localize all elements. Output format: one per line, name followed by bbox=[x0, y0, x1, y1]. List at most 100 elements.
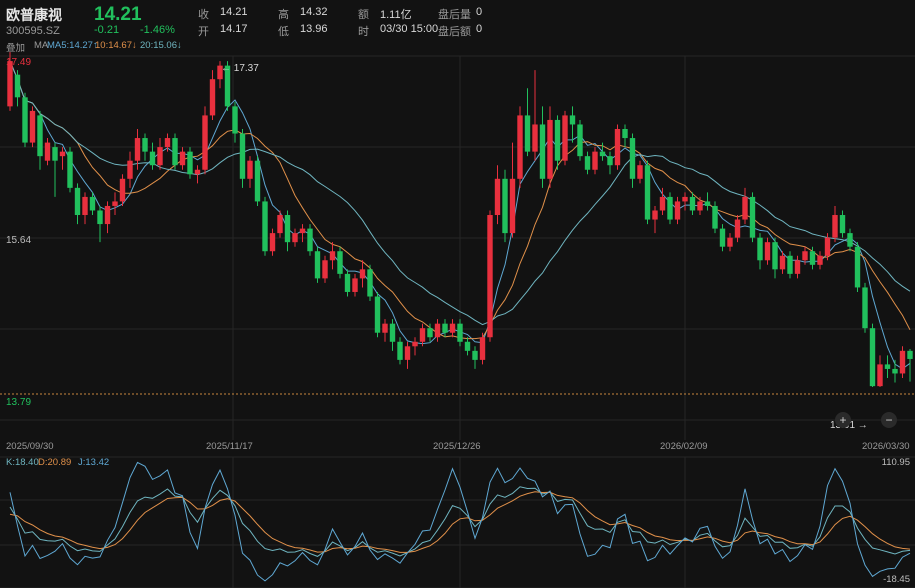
candle-body bbox=[134, 138, 141, 161]
kdj-k-legend: K:18.40 bbox=[6, 457, 39, 468]
candle bbox=[562, 110, 568, 166]
candle-body bbox=[644, 165, 651, 220]
overlay-button[interactable]: 叠加 bbox=[6, 43, 26, 54]
date-label: 2026/02/09 bbox=[660, 441, 708, 452]
candle-body bbox=[592, 151, 598, 170]
candle bbox=[472, 346, 478, 369]
kdj-axis-top: 110.95 bbox=[882, 457, 910, 468]
candle bbox=[547, 106, 553, 188]
candle-body bbox=[719, 228, 726, 247]
candle-body bbox=[562, 115, 568, 161]
kdj-d-legend: D:20.89 bbox=[38, 457, 71, 468]
candle-body bbox=[892, 368, 898, 374]
ma-label: MA bbox=[34, 40, 49, 51]
date-axis: 2025/09/30 2025/11/17 2025/12/26 2026/02/09… bbox=[6, 441, 910, 452]
candle-body bbox=[674, 201, 681, 220]
candle-body bbox=[337, 251, 343, 274]
candle bbox=[509, 142, 516, 238]
candle-body bbox=[502, 178, 508, 234]
candle bbox=[479, 332, 486, 365]
candle bbox=[539, 106, 546, 188]
candle bbox=[697, 196, 703, 216]
candle bbox=[149, 142, 156, 170]
candle bbox=[119, 174, 126, 206]
candle-body bbox=[727, 237, 733, 247]
candle-body bbox=[82, 196, 88, 216]
candle-body bbox=[374, 296, 381, 333]
candle-body bbox=[734, 219, 741, 238]
candle-body bbox=[749, 196, 756, 238]
candle-body bbox=[29, 110, 36, 143]
candle-body bbox=[194, 169, 201, 175]
candle bbox=[262, 196, 268, 256]
candle bbox=[712, 201, 718, 234]
candle-body bbox=[854, 246, 861, 288]
candle bbox=[59, 147, 66, 170]
candle bbox=[892, 359, 898, 383]
candle-body bbox=[202, 115, 208, 170]
candle bbox=[427, 323, 433, 342]
candle-body bbox=[637, 165, 643, 179]
candle bbox=[89, 192, 96, 216]
candle-body bbox=[667, 196, 673, 220]
candle bbox=[74, 183, 81, 225]
candle bbox=[247, 156, 253, 188]
candle-body bbox=[494, 178, 501, 216]
candle bbox=[412, 337, 418, 356]
candle-body bbox=[389, 323, 396, 342]
candle-body bbox=[247, 160, 253, 179]
candle-body bbox=[899, 350, 906, 374]
candle-body bbox=[74, 187, 81, 216]
price-axis-mid: 15.64 bbox=[6, 235, 31, 246]
candle bbox=[809, 246, 816, 270]
candle-body bbox=[179, 151, 186, 166]
high-marker: ← 17.37 bbox=[221, 63, 259, 74]
candle bbox=[37, 110, 43, 170]
candle bbox=[907, 349, 913, 382]
candle bbox=[577, 119, 583, 161]
candle bbox=[592, 147, 598, 175]
candle bbox=[44, 138, 51, 166]
zoom-in-button[interactable]: + bbox=[835, 412, 851, 428]
candle-body bbox=[127, 160, 133, 179]
zoom-out-button[interactable]: − bbox=[881, 412, 897, 428]
candle-body bbox=[269, 233, 276, 252]
candle-body bbox=[172, 138, 178, 166]
candle-body bbox=[292, 233, 298, 243]
candle bbox=[787, 251, 793, 279]
candle-body bbox=[802, 251, 808, 261]
plus-icon: + bbox=[839, 413, 846, 427]
kdj-indicator bbox=[9, 461, 911, 582]
candle-body bbox=[299, 228, 306, 234]
stock-name[interactable]: 欧普康视 bbox=[6, 7, 62, 23]
candle bbox=[832, 205, 838, 243]
candle-body bbox=[307, 228, 313, 252]
candle-body bbox=[907, 350, 913, 359]
candle bbox=[487, 210, 493, 342]
candle bbox=[359, 260, 366, 288]
candle-body bbox=[157, 147, 163, 166]
candle-body bbox=[112, 201, 118, 206]
candle bbox=[517, 106, 523, 188]
quote-header: 欧普康视 300595.SZ 14.21 -0.21 -1.46% 收 14.2… bbox=[0, 0, 915, 56]
candle-body bbox=[764, 242, 771, 261]
candle bbox=[757, 233, 763, 270]
candle-body bbox=[554, 119, 561, 161]
candle bbox=[112, 192, 118, 216]
candle bbox=[569, 106, 576, 143]
candle-body bbox=[382, 323, 388, 333]
candle bbox=[764, 237, 771, 265]
ma10-legend: 10:14.67↓ bbox=[95, 40, 137, 51]
candle-body bbox=[277, 215, 283, 234]
candle-body bbox=[104, 205, 111, 225]
candle bbox=[284, 210, 291, 252]
candle bbox=[397, 337, 403, 365]
candle bbox=[367, 264, 373, 302]
candle-body bbox=[599, 151, 606, 157]
candle bbox=[614, 124, 621, 170]
candle bbox=[674, 196, 681, 225]
candle bbox=[314, 246, 321, 283]
candle bbox=[157, 138, 163, 170]
low-marker: 13.91 → bbox=[830, 420, 868, 431]
